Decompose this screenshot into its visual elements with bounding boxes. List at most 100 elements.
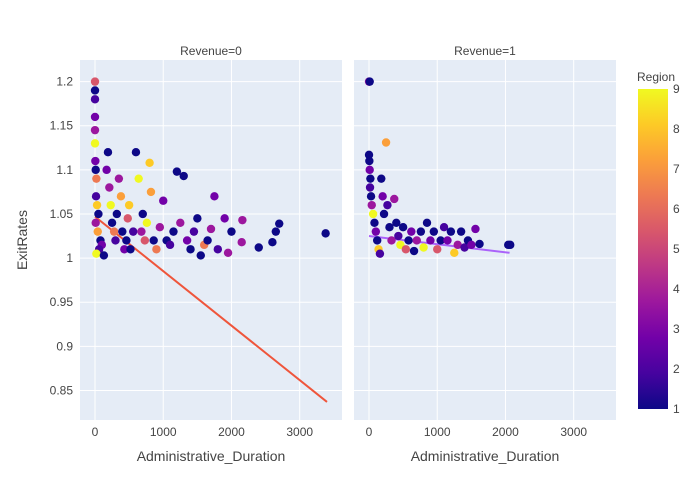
facet-1-point-45 [460,243,469,252]
y-axis-ticks: 0.85 0.9 0.95 1 1.05 1.1 1.15 1.2 [50,75,74,398]
facet-1-point-51 [506,240,515,250]
colorbar-tick-label-3: 4 [673,282,680,296]
facet-1-point-44 [456,227,466,236]
facet-0-point-71 [271,227,281,236]
facet-1-point-47 [467,240,476,250]
colorbar-ticks: 1 2 3 4 5 6 7 8 9 [673,82,680,416]
facet-0-point-49 [165,240,175,250]
facet-1-point-24 [394,231,403,241]
facet-1-point-42 [450,248,459,257]
colorbar: Region 1 2 3 4 5 6 7 8 9 [637,70,680,416]
y-tick-label-0: 0.85 [50,383,74,397]
facet-revenue-0-x-ticks: 0 1000 2000 3000 [92,425,314,439]
facet-0-point-54 [182,236,192,245]
facet-0-point-26 [112,209,122,219]
facet-0-point-12 [91,218,100,227]
facet-1-point-12 [372,236,382,245]
facet-0-point-33 [124,200,134,210]
facet-revenue-0: 0 1000 2000 3000 Revenue=0 Administrative_D… [80,44,342,464]
facet-0-point-35 [129,227,138,236]
facet-0-point-55 [186,245,195,254]
facet-1-point-11 [371,227,381,236]
colorbar-gradient [638,89,668,409]
facet-0-point-46 [155,223,165,232]
facet-1-point-3 [365,156,374,166]
facet-0-point-13 [93,227,102,236]
facet-0-point-20 [103,148,113,157]
facet-0-point-70 [268,238,277,247]
facet-0-point-53 [179,171,188,181]
facet-0-point-57 [193,214,202,223]
facet-1-point-15 [377,174,386,183]
facet-0-point-39 [138,209,147,219]
facet-revenue-0-x-axis-title: Administrative_Duration [137,448,286,464]
colorbar-tick-label-1: 2 [673,362,680,376]
facet-0-point-52 [176,218,185,227]
facet-revenue-1: 0 1000 2000 3000 Revenue=1 Administrative_D… [354,44,616,464]
facet-revenue-1-gridlines [354,60,616,420]
facet-0-point-6 [91,156,100,166]
facet-1-point-32 [416,227,426,236]
facet-0-point-58 [196,251,205,260]
facet-0-point-28 [116,192,126,201]
facet-0-point-19 [102,165,111,175]
facet-1-point-28 [404,236,413,245]
facet-0-point-72 [275,219,284,228]
facet-0-point-62 [210,192,219,201]
y-tick-label-2: 0.95 [50,295,74,309]
facet-0-point-18 [99,251,109,260]
facet-0-point-31 [122,236,131,245]
facet-0-point-29 [118,227,127,236]
facet-1-point-8 [367,200,376,210]
facet-1-point-6 [365,183,375,192]
facet-1-x-tick-label-0: 0 [366,425,373,439]
facet-0-point-68 [238,215,247,225]
colorbar-tick-label-8: 9 [673,82,680,96]
facet-0-x-tick-label-0: 0 [92,425,99,439]
colorbar-tick-label-7: 8 [673,122,680,136]
facet-0-point-22 [106,200,115,210]
facet-0-point-34 [126,245,135,254]
facet-0-point-5 [90,139,100,148]
facet-0-point-67 [237,238,246,247]
facet-1-point-4 [365,165,374,175]
facet-0-point-73 [321,229,330,238]
facet-1-point-19 [383,200,392,210]
facet-1-point-9 [368,209,378,219]
y-tick-label-1: 0.9 [56,339,73,353]
facet-1-point-20 [385,223,394,232]
facet-0-point-65 [223,248,233,257]
facet-0-point-47 [159,196,168,205]
colorbar-tick-label-5: 6 [673,202,680,216]
facet-0-point-30 [120,245,129,254]
facet-0-x-tick-label-2: 2000 [218,425,245,439]
facet-0-point-8 [92,174,101,183]
facet-0-point-9 [91,192,101,201]
y-tick-label-5: 1.1 [56,163,73,177]
facet-0-point-17 [92,249,101,258]
y-tick-label-7: 1.2 [56,75,73,89]
facet-0-point-64 [220,214,229,223]
facet-1-point-37 [433,245,442,254]
facet-1-point-2 [364,150,374,160]
facet-1-point-49 [475,239,484,249]
facet-revenue-0-title: Revenue=0 [180,44,242,58]
y-axis-title: ExitRates [14,210,30,270]
facet-1-point-31 [412,236,421,245]
facet-1-x-tick-label-2: 2000 [492,425,519,439]
facet-1-x-tick-label-3: 3000 [560,425,587,439]
facet-0-point-61 [206,224,216,234]
facet-0-point-66 [227,227,236,236]
facet-1-point-17 [379,209,389,219]
facet-1-point-10 [370,218,379,227]
colorbar-title: Region [637,70,675,84]
facet-revenue-1-points [364,77,515,258]
facet-1-point-18 [381,138,391,147]
facet-1-point-48 [471,224,480,234]
y-tick-label-6: 1.15 [50,119,74,133]
colorbar-tick-label-6: 7 [673,162,680,176]
facet-1-point-36 [429,227,439,236]
facet-0-point-37 [134,174,143,183]
facet-1-point-39 [439,223,449,232]
facet-revenue-1-x-axis-title: Administrative_Duration [411,448,560,464]
